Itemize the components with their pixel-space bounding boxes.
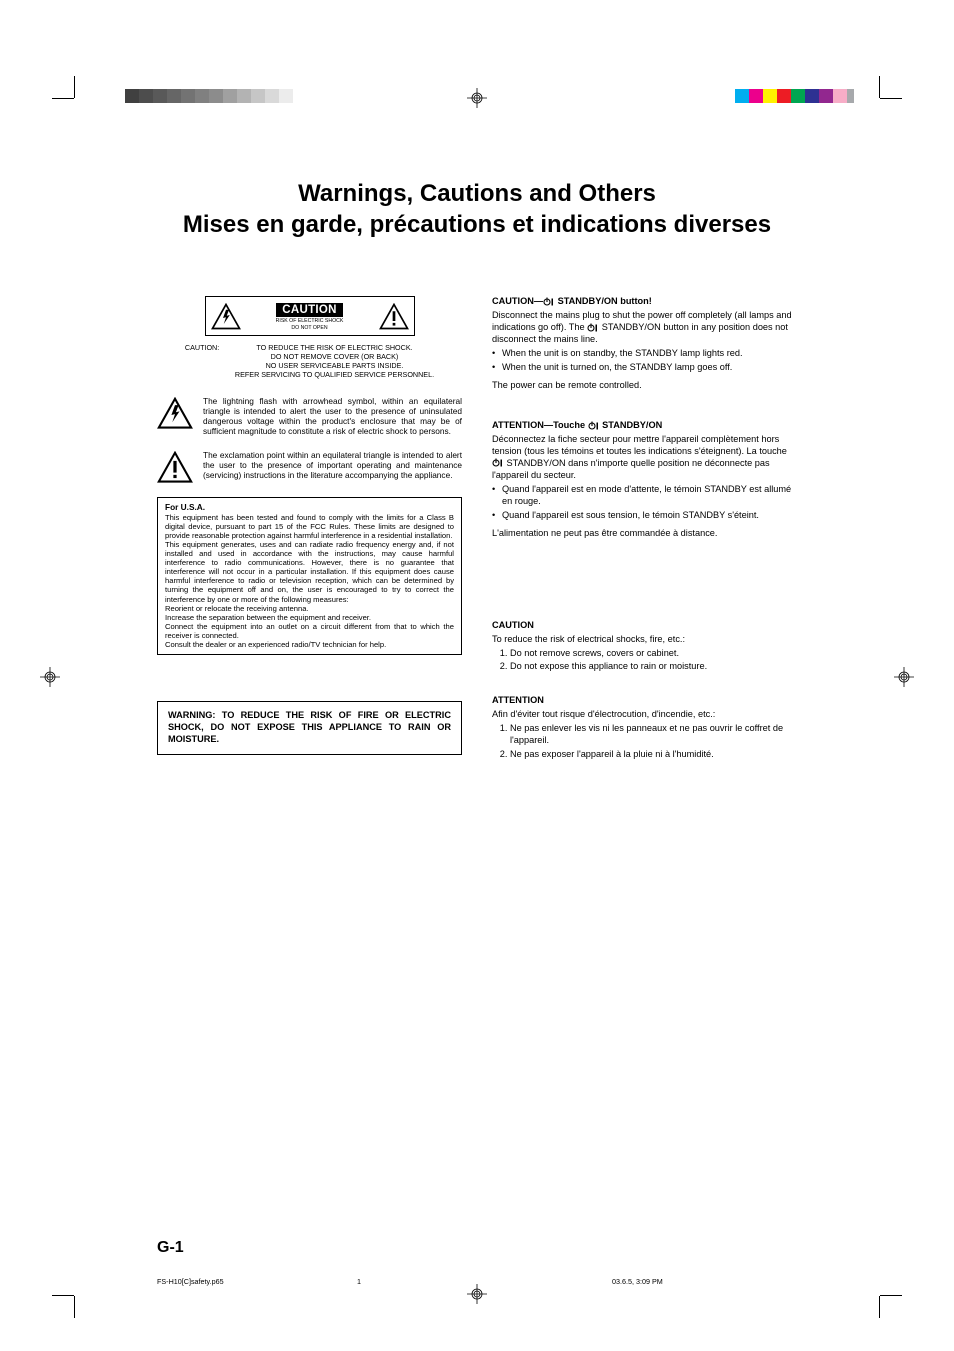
caution-badge: CAUTION <box>276 303 343 317</box>
footer-page: 1 <box>357 1277 612 1286</box>
crop-mark <box>74 76 75 98</box>
caution-label-box: CAUTION RISK OF ELECTRIC SHOCK DO NOT OP… <box>205 296 415 335</box>
crop-mark <box>880 1295 902 1296</box>
fcc-measure: Increase the separation between the equi… <box>165 613 454 622</box>
sub-caution-line: REFER SERVICING TO QUALIFIED SERVICE PER… <box>235 370 434 379</box>
exclamation-triangle-icon <box>157 451 193 483</box>
caution-en-bullet: When the unit is on standby, the STANDBY… <box>492 348 797 360</box>
caution-item: Do not remove screws, covers or cabinet. <box>510 648 797 660</box>
attention-fr-section: ATTENTION—Touche STANDBY/ON Déconnectez … <box>492 420 797 540</box>
footer-timestamp: 03.6.5, 3:09 PM <box>612 1277 797 1286</box>
footer: FS-H10[C]safety.p65 1 03.6.5, 3:09 PM <box>157 1277 797 1286</box>
standby-icon <box>587 323 599 333</box>
left-column: CAUTION RISK OF ELECTRIC SHOCK DO NOT OP… <box>157 296 462 783</box>
caution-heading: CAUTION <box>492 620 797 632</box>
fcc-measure: Consult the dealer or an experienced rad… <box>165 640 454 649</box>
title-line-1: Warnings, Cautions and Others <box>298 180 656 207</box>
caution-en-para: The power can be remote controlled. <box>492 380 797 392</box>
sub-caution-line: DO NOT REMOVE COVER (OR BACK) <box>271 352 399 361</box>
registration-mark-icon <box>894 667 914 687</box>
caution-en-section: CAUTION— STANDBY/ON button! Disconnect t… <box>492 296 797 392</box>
page-title: Warnings, Cautions and Others Mises en g… <box>157 178 797 240</box>
fcc-para: This equipment has been tested and found… <box>165 513 454 540</box>
exclamation-explanation: The exclamation point within an equilate… <box>157 451 462 483</box>
crop-mark <box>52 98 74 99</box>
attention-intro: Afin d'éviter tout risque d'électrocutio… <box>492 709 797 721</box>
page-number: G-1 <box>157 1239 184 1257</box>
caution-en-heading: CAUTION— STANDBY/ON button! <box>492 296 652 306</box>
sub-caution-block: CAUTION: TO REDUCE THE RISK OF ELECTRIC … <box>157 343 462 379</box>
registration-mark-icon <box>40 667 60 687</box>
attention-item: Ne pas exposer l'appareil à la pluie ni … <box>510 749 797 761</box>
attention-item: Ne pas enlever les vis ni les panneaux e… <box>510 723 797 747</box>
attention-list-fr: ATTENTION Afin d'éviter tout risque d'él… <box>492 695 797 761</box>
crop-mark <box>74 1296 75 1318</box>
lightning-triangle-icon <box>211 303 241 330</box>
fcc-heading: For U.S.A. <box>165 503 454 513</box>
attention-fr-para: L'alimentation ne peut pas être commandé… <box>492 528 797 540</box>
caution-item: Do not expose this appliance to rain or … <box>510 661 797 673</box>
footer-filename: FS-H10[C]safety.p65 <box>157 1277 357 1286</box>
fcc-notice-box: For U.S.A. This equipment has been teste… <box>157 497 462 656</box>
lightning-explanation: The lightning flash with arrowhead symbo… <box>157 397 462 437</box>
right-column: CAUTION— STANDBY/ON button! Disconnect t… <box>492 296 797 783</box>
page-content: Warnings, Cautions and Others Mises en g… <box>77 100 877 1295</box>
exclamation-triangle-icon <box>379 303 409 330</box>
fcc-measure: Connect the equipment into an outlet on … <box>165 622 454 640</box>
lightning-para-text: The lightning flash with arrowhead symbo… <box>203 397 462 437</box>
crop-mark <box>879 1296 880 1318</box>
attention-heading: ATTENTION <box>492 695 797 707</box>
lightning-triangle-icon <box>157 397 193 429</box>
caution-intro: To reduce the risk of electrical shocks,… <box>492 634 797 646</box>
attention-fr-heading: ATTENTION—Touche STANDBY/ON <box>492 420 662 430</box>
sub-caution-line: NO USER SERVICEABLE PARTS INSIDE. <box>266 361 404 370</box>
caution-sub-2: DO NOT OPEN <box>246 326 374 332</box>
attention-fr-para: Déconnectez la fiche secteur pour mettre… <box>492 434 797 482</box>
crop-mark <box>52 1295 74 1296</box>
crop-mark <box>880 98 902 99</box>
standby-icon <box>492 458 504 468</box>
exclamation-para-text: The exclamation point within an equilate… <box>203 451 462 481</box>
warning-box: WARNING: TO REDUCE THE RISK OF FIRE OR E… <box>157 701 462 755</box>
sub-caution-line: TO REDUCE THE RISK OF ELECTRIC SHOCK. <box>256 343 412 352</box>
title-line-2: Mises en garde, précautions et indicatio… <box>183 211 771 238</box>
sub-caution-label: CAUTION: <box>185 343 233 352</box>
standby-icon <box>588 421 600 431</box>
attention-fr-bullet: Quand l'appareil est en mode d'attente, … <box>492 484 797 508</box>
fcc-measure: Reorient or relocate the receiving anten… <box>165 604 454 613</box>
crop-mark <box>879 76 880 98</box>
attention-fr-bullet: Quand l'appareil est sous tension, le té… <box>492 510 797 522</box>
standby-icon <box>543 297 555 307</box>
caution-en-bullet: When the unit is turned on, the STANDBY … <box>492 362 797 374</box>
fcc-para: This equipment generates, uses and can r… <box>165 540 454 604</box>
caution-en-para: Disconnect the mains plug to shut the po… <box>492 310 797 346</box>
caution-list-en: CAUTION To reduce the risk of electrical… <box>492 620 797 674</box>
